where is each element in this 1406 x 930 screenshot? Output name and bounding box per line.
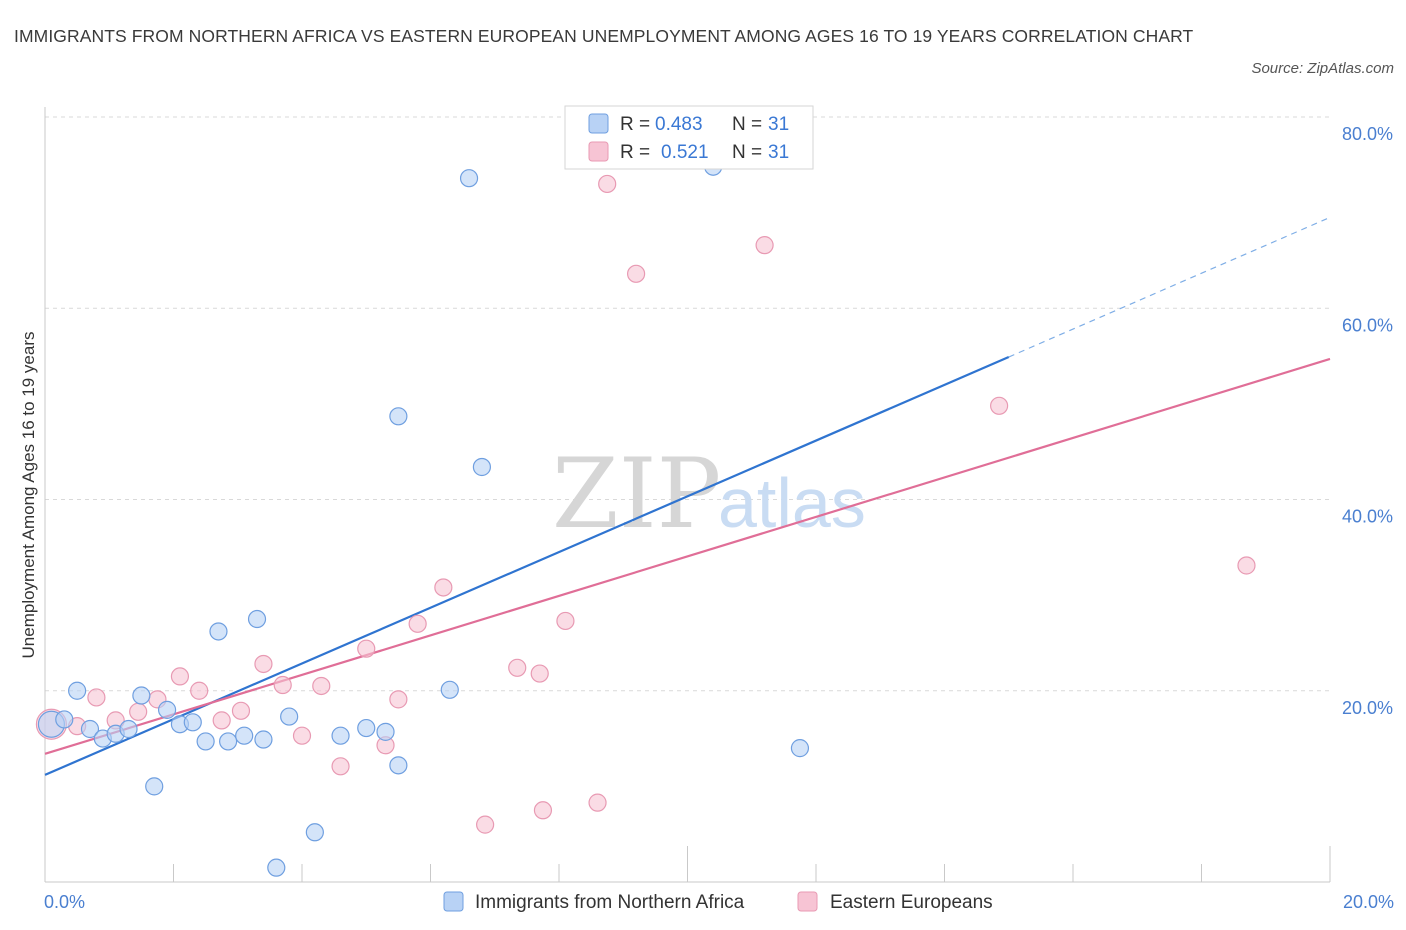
point-blue-18 <box>267 858 286 877</box>
point-pink-29 <box>990 396 1009 415</box>
point-pink-17 <box>389 690 408 709</box>
point-pink-18 <box>408 614 427 633</box>
point-blue-9 <box>157 700 177 719</box>
point-blue-20 <box>305 823 324 842</box>
trend-lines <box>44 216 1331 776</box>
legend-n-value-2: 31 <box>768 142 789 163</box>
point-blue-25 <box>389 407 408 426</box>
point-pink-20 <box>476 815 495 834</box>
grid-lines <box>45 116 1330 692</box>
point-pink-11 <box>273 675 292 695</box>
y-tick-label-80: 80.0% <box>1342 124 1393 144</box>
point-pink-6 <box>170 667 190 686</box>
data-points <box>35 157 1256 877</box>
point-blue-24 <box>389 756 408 775</box>
legend-swatch-pink <box>588 141 609 162</box>
point-pink-4 <box>129 702 148 721</box>
legend-box: R = 0.483 N = 31 R = 0.521 N = 31 <box>564 105 814 170</box>
point-blue-3 <box>80 719 100 739</box>
point-blue-26 <box>440 680 459 699</box>
point-blue-27 <box>459 169 479 188</box>
watermark-zip: ZIP <box>552 438 721 550</box>
source-label: Source: ZipAtlas.com <box>1251 60 1394 77</box>
chart-title: IMMIGRANTS FROM NORTHERN AFRICA VS EASTE… <box>14 26 1194 46</box>
watermark: ZIP atlas <box>552 438 866 550</box>
point-blue-19 <box>280 707 299 726</box>
point-pink-28 <box>755 236 774 255</box>
point-pink-15 <box>357 639 376 658</box>
point-pink-23 <box>533 801 553 820</box>
trend-line-blue-extension <box>1008 216 1331 358</box>
legend-n-label-2: N = <box>732 142 762 163</box>
x-tick-label-20: 20.0% <box>1343 892 1394 912</box>
point-blue-11 <box>183 713 202 732</box>
y-tick-label-40: 40.0% <box>1342 507 1393 527</box>
legend-n-label-1: N = <box>732 114 762 135</box>
bottom-legend: Immigrants from Northern Africa Eastern … <box>443 891 993 913</box>
legend-r-label-1: R = <box>620 114 650 135</box>
point-pink-9 <box>231 701 251 720</box>
point-pink-19 <box>434 578 453 597</box>
point-pink-30 <box>1237 556 1256 575</box>
point-pink-7 <box>190 681 209 700</box>
point-pink-26 <box>598 174 617 194</box>
point-pink-13 <box>312 676 331 696</box>
point-blue-12 <box>196 732 215 751</box>
point-blue-21 <box>331 726 350 745</box>
point-blue-13 <box>209 622 228 641</box>
legend-r-label-2: R = <box>620 142 650 163</box>
legend-swatch-blue <box>588 113 609 134</box>
legend-r-value-2: 0.521 <box>661 142 709 163</box>
x-tick-label-0: 0.0% <box>44 892 85 912</box>
y-tick-labels: 20.0% 40.0% 60.0% 80.0% <box>1342 124 1393 718</box>
y-axis-label: Unemployment Among Ages 16 to 19 years <box>19 332 38 659</box>
trend-line-blue <box>44 356 1010 776</box>
trend-line-pink <box>44 357 1331 755</box>
point-blue-6 <box>119 719 138 739</box>
bottom-legend-label-pink: Eastern Europeans <box>830 892 993 913</box>
point-blue-30 <box>790 739 810 758</box>
point-blue-16 <box>247 609 267 629</box>
point-pink-25 <box>588 793 607 812</box>
point-pink-24 <box>556 611 575 631</box>
legend-n-value-1: 31 <box>768 114 789 135</box>
point-pink-21 <box>508 658 527 677</box>
point-pink-8 <box>212 711 231 730</box>
point-pink-22 <box>530 664 549 683</box>
watermark-atlas: atlas <box>718 464 866 542</box>
y-tick-label-20: 20.0% <box>1342 698 1393 718</box>
point-pink-2 <box>87 688 106 707</box>
point-blue-8 <box>145 777 164 796</box>
point-blue-17 <box>254 730 273 749</box>
axes <box>44 107 1331 883</box>
point-blue-7 <box>132 686 151 705</box>
point-pink-12 <box>292 726 312 745</box>
point-blue-23 <box>376 722 395 741</box>
bottom-legend-swatch-pink <box>797 891 818 912</box>
point-pink-10 <box>254 654 273 674</box>
point-pink-14 <box>331 757 350 776</box>
x-tick-labels: 0.0% 20.0% <box>44 892 1394 912</box>
point-pink-27 <box>626 264 646 283</box>
point-blue-1 <box>55 710 74 729</box>
legend-r-value-1: 0.483 <box>655 114 703 135</box>
y-tick-label-60: 60.0% <box>1342 315 1393 335</box>
point-blue-14 <box>219 732 238 751</box>
point-blue-28 <box>472 457 491 477</box>
point-blue-15 <box>235 726 254 745</box>
point-blue-22 <box>357 718 376 738</box>
bottom-legend-swatch-blue <box>443 891 464 912</box>
point-blue-2 <box>68 681 87 700</box>
bottom-legend-label-blue: Immigrants from Northern Africa <box>475 892 745 913</box>
